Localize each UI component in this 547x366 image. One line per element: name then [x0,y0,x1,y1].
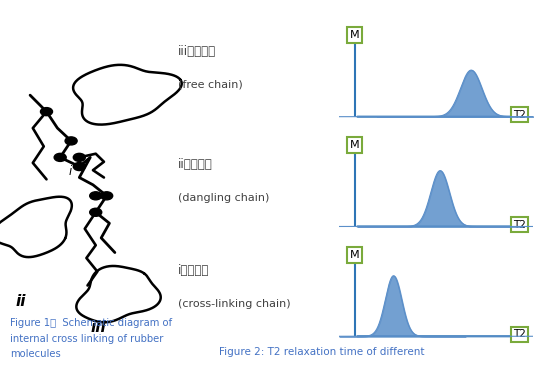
Circle shape [90,208,102,216]
Text: T2: T2 [513,329,526,339]
Text: M: M [350,250,359,260]
Circle shape [65,137,77,145]
Text: (free chain): (free chain) [178,79,242,89]
Text: molecules: molecules [10,349,61,359]
Text: Figure 1：  Schematic diagram of: Figure 1： Schematic diagram of [10,318,172,328]
Text: internal cross linking of rubber: internal cross linking of rubber [10,334,163,344]
Text: M: M [350,30,359,40]
Circle shape [73,163,85,171]
Circle shape [54,153,66,161]
Circle shape [101,192,113,200]
Text: T2: T2 [513,220,526,229]
Text: ii: ii [15,295,26,309]
Text: i: i [68,165,72,178]
Text: iii：自由链: iii：自由链 [178,45,216,58]
Text: T2: T2 [513,110,526,120]
Circle shape [90,192,102,200]
Text: i：交联链: i：交联链 [178,264,209,277]
Text: iii: iii [91,320,106,335]
Text: Figure 2: T2 relaxation time of different: Figure 2: T2 relaxation time of differen… [219,347,424,357]
Circle shape [73,153,85,161]
Text: ii：悬尾链: ii：悬尾链 [178,158,213,171]
Text: (dangling chain): (dangling chain) [178,193,269,203]
Text: (cross-linking chain): (cross-linking chain) [178,299,290,309]
Circle shape [40,108,53,116]
Text: M: M [350,140,359,150]
